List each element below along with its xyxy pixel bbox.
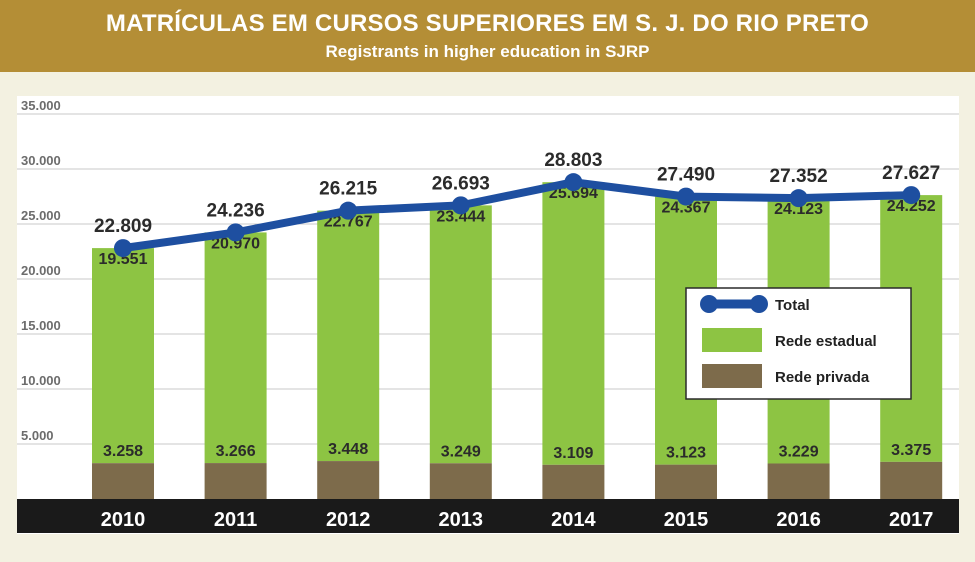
data-label-rede-privada: 3.448 [328, 441, 368, 458]
legend: Total Rede estadual Rede privada [685, 287, 912, 400]
bar-rede-estadual [204, 232, 267, 464]
bar-rede-privada [92, 463, 154, 499]
data-label-total: 27.352 [770, 166, 828, 187]
legend-total-swatch-marker-end [750, 295, 768, 313]
data-label-rede-estadual: 23.444 [436, 208, 485, 225]
bar-rede-privada [880, 461, 943, 499]
x-tick-label: 2012 [326, 509, 371, 531]
data-label-total: 24.236 [207, 200, 265, 221]
total-point [902, 186, 921, 205]
bar-rede-privada [317, 461, 380, 499]
x-tick-label: 2010 [101, 509, 146, 531]
y-tick-label: 15.000 [21, 318, 61, 333]
data-label-rede-privada: 3.258 [103, 443, 143, 460]
bar-line-chart: 5.000 10.000 15.000 20.000 25.000 30.000 35.00… [17, 96, 959, 534]
data-label-total: 26.693 [432, 173, 490, 194]
y-tick-label: 35.000 [21, 98, 61, 113]
y-tick-label: 10.000 [21, 373, 61, 388]
bar-rede-privada [542, 464, 605, 499]
data-label-rede-privada: 3.266 [216, 443, 256, 460]
data-label-rede-estadual: 25.694 [549, 185, 598, 202]
y-tick-label: 20.000 [21, 263, 61, 278]
bar-rede-estadual [317, 210, 380, 462]
total-point [564, 173, 583, 192]
data-label-rede-estadual: 20.970 [211, 235, 260, 252]
y-tick-label: 30.000 [21, 153, 61, 168]
x-tick-label: 2016 [776, 509, 821, 531]
data-label-total: 22.809 [94, 216, 152, 237]
data-label-rede-estadual: 22.767 [324, 214, 373, 231]
total-point [677, 187, 695, 206]
data-label-rede-privada: 3.123 [666, 445, 706, 462]
total-point [114, 239, 132, 258]
bar-rede-estadual [429, 205, 492, 464]
x-tick-label: 2015 [664, 509, 709, 531]
data-label-rede-privada: 3.109 [553, 445, 593, 462]
x-tick-label: 2017 [889, 509, 934, 531]
chart-subtitle: Registrants in higher education in SJRP [325, 42, 650, 61]
total-point [226, 223, 245, 242]
x-tick-label: 2011 [214, 509, 257, 531]
data-label-total: 27.627 [882, 163, 940, 184]
total-point [339, 201, 358, 220]
data-label-total: 26.215 [319, 179, 378, 200]
bar-rede-privada [429, 463, 492, 499]
y-axis-labels: 5.000 10.000 15.000 20.000 25.000 30.000 35.00… [21, 98, 61, 443]
chart-header: MATRÍCULAS EM CURSOS SUPERIORES EM S. J.… [0, 0, 975, 72]
data-label-rede-estadual: 19.551 [99, 251, 148, 268]
bar-rede-estadual [92, 248, 154, 464]
legend-privada-swatch [702, 364, 762, 388]
chart-title: MATRÍCULAS EM CURSOS SUPERIORES EM S. J.… [105, 10, 870, 37]
data-label-rede-estadual: 24.252 [887, 198, 936, 215]
data-label-total: 27.490 [657, 165, 715, 186]
total-point [789, 189, 808, 208]
bar-rede-privada [655, 464, 717, 499]
legend-estadual-swatch [702, 328, 762, 352]
data-label-rede-privada: 3.375 [891, 442, 931, 459]
data-label-rede-privada: 3.229 [779, 443, 819, 460]
bar-rede-privada [767, 463, 830, 499]
bar-rede-estadual [542, 182, 605, 465]
data-label-rede-estadual: 24.123 [774, 201, 823, 218]
data-label-rede-estadual: 24.367 [662, 200, 711, 217]
total-point [451, 196, 470, 215]
x-axis-band [17, 499, 959, 533]
total-series-line [119, 178, 916, 253]
x-tick-label: 2014 [551, 509, 596, 531]
data-label-total: 28.803 [544, 150, 602, 171]
y-tick-label: 5.000 [21, 428, 54, 443]
total-line: 22.809 24.236 26.215 26.693 28.803 27.490 27.3… [94, 150, 940, 258]
data-label-rede-privada: 3.249 [441, 443, 481, 460]
bar-rede-privada [204, 463, 267, 499]
legend-estadual-label: Rede estadual [775, 333, 877, 350]
y-tick-label: 25.000 [21, 208, 61, 223]
x-tick-label: 2013 [439, 509, 484, 531]
legend-total-label: Total [775, 297, 810, 314]
x-axis-labels: 2010 2011 2012 2013 2014 2015 2016 2017 [101, 509, 934, 531]
legend-privada-label: Rede privada [775, 369, 870, 386]
legend-total-swatch-marker [700, 295, 718, 313]
